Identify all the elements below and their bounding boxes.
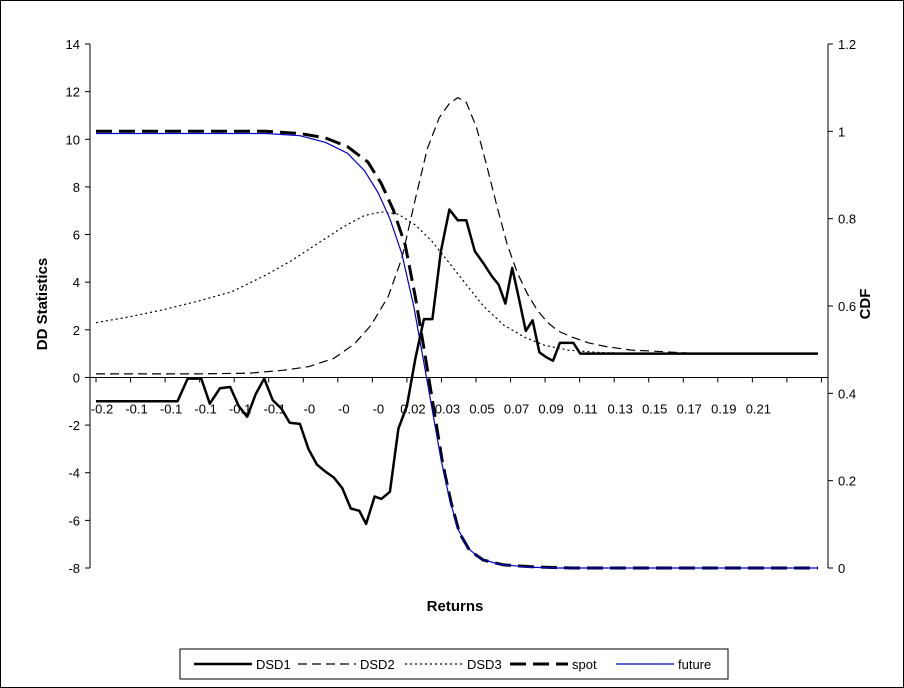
y2-tick-label: 1.2 [838,37,856,52]
series-line-dsd1 [96,208,818,526]
x-tick-label: 0.13 [608,401,633,416]
series-line-dsd2 [96,97,819,375]
x-tick-label: -0.1 [194,401,216,416]
y-tick-label: -4 [68,466,80,481]
x-tick-label: 0.19 [711,401,736,416]
series-line-future [96,132,818,569]
y2-tick-label: 0 [838,561,845,576]
x-tick-label: 0.15 [642,401,667,416]
y2-axis-title: CDF [857,289,874,320]
y-tick-label: 8 [73,180,80,195]
x-tick-label: -0.1 [264,401,286,416]
y-tick-label: 12 [66,85,80,100]
x-tick-label: 0.07 [504,401,529,416]
y2-tick-label: 0.4 [838,386,856,401]
x-tick-label: -0 [338,401,350,416]
x-tick-label: 0.17 [677,401,702,416]
y-tick-label: 14 [66,37,80,52]
series-layer [95,97,819,570]
x-tick-label: -0 [373,401,385,416]
legend-label-future: future [678,657,711,672]
x-tick-label: -0 [303,401,315,416]
x-tick-label: 0.03 [435,401,460,416]
axes-layer [85,43,833,569]
series-line-spot [96,129,818,570]
series-line-dsd3 [95,211,818,355]
y2-tick-label: 0.6 [838,299,856,314]
y2-tick-label: 0.8 [838,212,856,227]
x-tick-label: 0.02 [400,401,425,416]
x-tick-label: -0.1 [160,401,182,416]
y-tick-label: 4 [73,275,80,290]
legend-label-dsd3: DSD3 [467,657,502,672]
x-tick-label: 0.11 [573,401,597,416]
y2-tick-label: 1 [838,124,845,139]
legend-label-dsd1: DSD1 [256,657,291,672]
x-tick-label: -0.2 [91,401,113,416]
y-tick-label: -2 [68,418,80,433]
labels-layer: 14 12 10 8 6 4 2 0 -2 -4 -6 -8 1.2 1 0.8 0.6 0.4 0.2 0 -0.2… [66,37,857,576]
x-tick-label: 0.09 [538,401,563,416]
y-axis-title: DD Statistics [34,258,51,351]
y-tick-label: -6 [68,513,80,528]
y-tick-label: 0 [73,370,80,385]
x-tick-label: 0.21 [746,401,771,416]
x-axis-title: Returns [427,598,484,615]
y-tick-label: 10 [66,132,80,147]
y-tick-label: 6 [73,228,80,243]
legend: DSD1 DSD2 DSD3 spot future [179,648,729,680]
x-tick-label: 0.05 [469,401,494,416]
y-tick-label: -8 [68,561,80,576]
y2-tick-label: 0.2 [838,474,856,489]
legend-label-dsd2: DSD2 [360,657,395,672]
legend-label-spot: spot [572,657,597,672]
x-tick-label: -0.1 [125,401,147,416]
y-tick-label: 2 [73,323,80,338]
x-tick-label: -0.1 [229,401,251,416]
